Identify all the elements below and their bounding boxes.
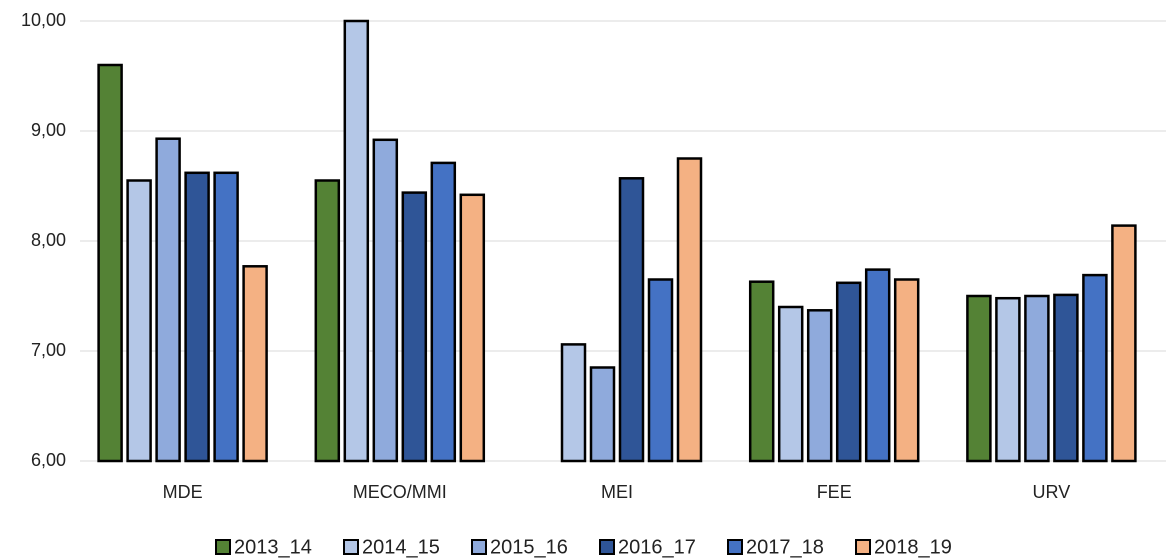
y-tick-label: 7,00 [31, 340, 66, 360]
x-tick-label: FEE [817, 482, 852, 502]
legend-swatch [727, 539, 743, 555]
bar [589, 366, 616, 463]
y-tick-label: 9,00 [31, 120, 66, 140]
y-tick-label: 6,00 [31, 450, 66, 470]
bar [835, 281, 862, 463]
bar [401, 191, 428, 463]
legend-label: 2013_14 [234, 536, 312, 558]
y-tick-label: 10,00 [21, 10, 66, 30]
bar [748, 280, 775, 463]
bar [97, 63, 123, 463]
legend-label: 2017_18 [746, 536, 824, 558]
bar [213, 171, 239, 463]
x-tick-label: MDE [163, 482, 203, 502]
bar [995, 296, 1021, 463]
bar [806, 309, 833, 463]
legend-swatch [343, 539, 359, 555]
bar [560, 343, 587, 463]
bar [314, 179, 341, 463]
legend-swatch [855, 539, 871, 555]
bar [864, 268, 891, 463]
y-tick-label: 8,00 [31, 230, 66, 250]
bar [647, 278, 674, 463]
x-tick-label: MECO/MMI [353, 482, 447, 502]
bar [893, 278, 920, 463]
legend-swatch [215, 539, 231, 555]
bar [618, 177, 645, 463]
bar [966, 294, 992, 463]
bar [184, 171, 210, 463]
bar [1053, 293, 1079, 463]
legend-label: 2016_17 [618, 536, 696, 558]
bar [430, 161, 457, 463]
bar [1111, 224, 1137, 463]
bar [777, 305, 804, 463]
bar [242, 265, 268, 463]
bar [126, 179, 152, 463]
bar [343, 19, 370, 463]
bar [1082, 273, 1108, 463]
legend-label: 2018_19 [874, 536, 952, 558]
bar [155, 137, 181, 463]
legend-label: 2014_15 [362, 536, 440, 558]
legend-swatch [471, 539, 487, 555]
bar [676, 157, 703, 463]
x-tick-label: MEI [601, 482, 633, 502]
legend-label: 2015_16 [490, 536, 568, 558]
legend-swatch [599, 539, 615, 555]
bar [459, 193, 486, 463]
bar [1024, 294, 1050, 463]
x-tick-label: URV [1033, 482, 1071, 502]
bar [372, 138, 399, 463]
